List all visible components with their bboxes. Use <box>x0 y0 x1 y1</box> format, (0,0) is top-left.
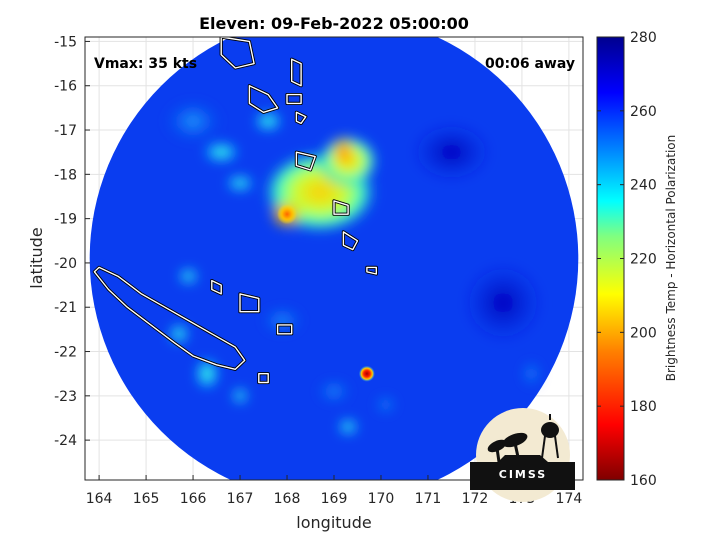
colorbar-tick-label: 160 <box>630 473 657 489</box>
coastline-loyalty-ouvea <box>211 279 222 295</box>
colorbar-tick-label: 260 <box>630 104 657 120</box>
colorbar <box>596 36 625 481</box>
x-tick-label: 167 <box>227 491 254 507</box>
y-tick-label: -20 <box>54 256 77 272</box>
coastline-vanuatu-aneityum <box>366 266 377 275</box>
tb-blob <box>232 387 249 404</box>
y-tick-label: -23 <box>54 389 77 405</box>
colorbar-ticks: 280 260 240 220 200 180 160 <box>597 30 657 489</box>
coastline-isle-of-pines <box>258 373 269 384</box>
y-tick-label: -19 <box>54 212 77 228</box>
coastline-vanuatu-erromango <box>333 200 349 215</box>
x-axis-label: longitude <box>296 513 371 532</box>
tb-blob <box>254 111 283 132</box>
tb-blob <box>521 359 542 388</box>
coastline-vanuatu-espiritu-santo <box>220 37 255 69</box>
vmax-label: Vmax: 35 kts <box>94 56 197 72</box>
axis-ticks: 164165166167168169170171172173174-15-16-… <box>54 34 582 507</box>
tb-blob <box>316 379 352 404</box>
coastline-new-caledonia <box>93 266 246 370</box>
swath <box>89 37 579 480</box>
x-tick-label: 169 <box>321 491 348 507</box>
feature-small-cell <box>358 365 375 382</box>
x-tick-label: 164 <box>86 491 113 507</box>
coastline-vanuatu-epi <box>295 111 307 125</box>
x-tick-label: 171 <box>415 491 442 507</box>
tb-blob <box>260 306 305 335</box>
y-tick-label: -24 <box>54 433 77 449</box>
tb-blob <box>178 268 199 285</box>
y-axis-label: latitude <box>27 227 46 288</box>
tb-blob <box>331 136 356 169</box>
colorbar-tick-label: 200 <box>630 325 657 341</box>
tb-blob <box>168 323 189 344</box>
x-tick-label: 172 <box>462 491 489 507</box>
away-label: 00:06 away <box>485 56 575 72</box>
coastline-vanuatu-ambrym <box>286 93 302 105</box>
colorbar-tick-label: 220 <box>630 252 657 268</box>
tb-blob <box>163 99 224 144</box>
tb-blob <box>195 357 220 390</box>
feature-cold-core <box>277 204 298 225</box>
tb-blob <box>203 142 240 163</box>
cimss-logo: CIMSS <box>470 408 575 502</box>
tb-blob <box>338 418 359 435</box>
colorbar-tick-label: 280 <box>630 30 657 46</box>
y-tick-label: -17 <box>54 123 77 139</box>
y-tick-label: -15 <box>54 34 77 50</box>
colorbar-tick-label: 180 <box>630 399 657 415</box>
colorbar-tick-label: 240 <box>630 178 657 194</box>
coastline-loyalty-mare <box>276 324 293 335</box>
coastline-vanuatu-malekula <box>248 85 279 113</box>
x-tick-label: 166 <box>180 491 207 507</box>
coastlines <box>92 37 378 385</box>
x-tick-label: 168 <box>274 491 301 507</box>
logo-text: CIMSS <box>499 468 547 481</box>
coastline-vanuatu-tanna <box>342 231 359 251</box>
x-tick-label: 170 <box>368 491 395 507</box>
coastline-loyalty-lifou <box>239 293 260 313</box>
x-tick-label: 174 <box>556 491 583 507</box>
colorbar-label: Brightness Temp - Horizontal Polarizatio… <box>664 135 678 382</box>
y-tick-label: -21 <box>54 300 77 316</box>
tb-blob <box>226 175 255 192</box>
y-tick-label: -16 <box>54 79 77 95</box>
y-tick-label: -18 <box>54 167 77 183</box>
tb-blob <box>373 394 398 415</box>
y-tick-label: -22 <box>54 345 77 361</box>
x-tick-label: 165 <box>133 491 160 507</box>
tb-blob <box>463 262 544 343</box>
coastline-vanuatu-efate <box>295 151 316 171</box>
coastline-vanuatu-pentecost <box>291 58 302 87</box>
tb-blob <box>411 122 492 183</box>
chart-title: Eleven: 09-Feb-2022 05:00:00 <box>199 14 469 33</box>
